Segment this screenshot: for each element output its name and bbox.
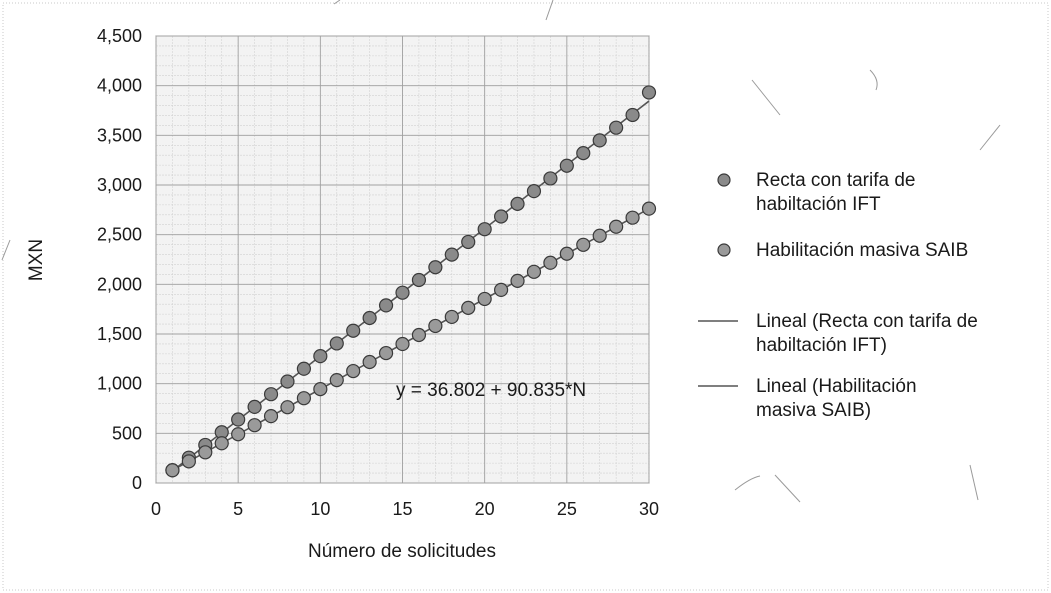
series-2-point <box>378 345 394 361</box>
series-2-point <box>625 210 640 225</box>
y-axis-title: MXN <box>26 239 47 281</box>
legend-marker-circle <box>717 173 731 187</box>
legend-label: habiltación IFT) <box>756 335 887 356</box>
series-2-point <box>181 454 196 469</box>
series-2-point <box>428 318 443 334</box>
series-2-point <box>296 391 311 406</box>
series-1-point <box>510 196 525 211</box>
series-2-point <box>198 445 213 460</box>
x-tick-label: 10 <box>310 499 330 519</box>
series-2-point <box>280 400 295 415</box>
series-2-point <box>263 409 279 424</box>
y-tick-label: 4,000 <box>97 76 142 96</box>
x-axis-title: Número de solicitudes <box>308 541 496 562</box>
y-tick-label: 1,000 <box>97 374 142 394</box>
legend-label: Recta con tarifa de <box>756 170 915 191</box>
series-1-point <box>280 374 295 389</box>
series-2-point <box>395 336 410 352</box>
series-1-point <box>526 184 542 199</box>
x-tick-label: 5 <box>233 499 243 519</box>
series-2-point <box>641 201 657 216</box>
legend-label: masiva SAIB) <box>756 400 871 421</box>
series-2-point <box>477 291 492 307</box>
y-tick-label: 500 <box>112 423 142 443</box>
series-1-point <box>231 412 246 427</box>
y-tick-label: 1,500 <box>97 324 142 344</box>
x-tick-label: 0 <box>151 499 161 519</box>
y-tick-label: 2,000 <box>97 274 142 294</box>
series-2-point <box>214 436 229 451</box>
legend-label: Habilitación masiva SAIB <box>756 240 968 261</box>
series-1-point <box>625 107 640 123</box>
equation-annotation: y = 36.802 + 90.835*N <box>396 380 586 401</box>
series-1-point <box>378 298 394 313</box>
series-2-point <box>609 219 624 234</box>
series-2-point <box>231 427 246 442</box>
series-2-point <box>592 228 607 243</box>
series-2-point <box>411 327 427 343</box>
series-1-point <box>494 209 509 224</box>
series-2-point <box>362 354 377 370</box>
series-1-point <box>313 349 328 364</box>
series-1-point <box>411 272 427 288</box>
series-2-point <box>247 418 262 433</box>
legend-label: habiltación IFT <box>756 194 881 215</box>
series-1-point <box>395 285 410 300</box>
series-1-point <box>461 234 476 250</box>
series-2-point <box>165 463 180 478</box>
scan-artifacts <box>1 0 1001 503</box>
y-tick-label: 3,000 <box>97 175 142 195</box>
series-2-point <box>576 237 591 252</box>
y-tick-label: 4,500 <box>97 26 142 46</box>
series-1-point <box>592 133 607 148</box>
series-2-point <box>494 282 509 297</box>
y-tick-labels: 0 500 1,000 1,500 2,000 2,500 3,000 3,500 4,000 4… <box>97 26 142 493</box>
series-2-point <box>526 264 542 279</box>
series-1-point <box>559 158 574 173</box>
series-1-point <box>247 399 262 415</box>
legend-marker-circle <box>717 243 731 257</box>
series-1-point <box>346 323 361 338</box>
series-1-point <box>641 85 657 100</box>
y-tick-label: 0 <box>132 473 142 493</box>
series-1-point <box>477 222 492 237</box>
series-1-point <box>296 361 311 376</box>
y-tick-label: 3,500 <box>97 125 142 145</box>
y-tick-label: 2,500 <box>97 225 142 245</box>
series-2-point <box>461 300 476 315</box>
series-2-point <box>329 372 344 388</box>
series-1-point <box>609 120 624 135</box>
legend: Recta con tarifa de habiltación IFT Habili… <box>698 170 978 421</box>
series-1-point <box>543 171 558 186</box>
legend-label: Lineal (Habilitación <box>756 376 917 397</box>
x-tick-label: 30 <box>639 499 659 519</box>
series-2-point <box>510 273 525 288</box>
x-tick-label: 25 <box>557 499 577 519</box>
x-tick-labels: 0 5 10 15 20 25 30 <box>151 499 659 519</box>
series-1-point <box>444 247 459 262</box>
series-1-point <box>362 310 377 326</box>
series-2-point <box>543 255 558 270</box>
series-2-point <box>346 363 361 379</box>
legend-label: Lineal (Recta con tarifa de <box>756 311 978 332</box>
series-2-point <box>444 309 459 325</box>
x-tick-label: 20 <box>475 499 495 519</box>
series-2-point <box>559 246 574 261</box>
series-1-point <box>329 336 344 351</box>
series-1-point <box>263 387 279 402</box>
x-tick-label: 15 <box>392 499 412 519</box>
data-points <box>165 85 657 478</box>
series-1-point <box>428 260 443 275</box>
series-2-point <box>313 382 328 397</box>
series-1-point <box>576 146 591 161</box>
